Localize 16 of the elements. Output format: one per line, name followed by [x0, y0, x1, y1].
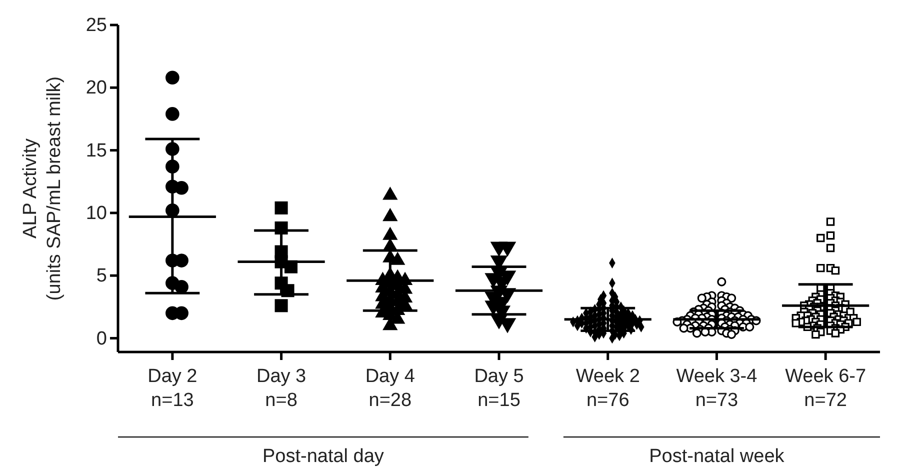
- x-tick-label: Week 2 n=76: [576, 366, 640, 411]
- y-tick-label: 5: [96, 266, 107, 287]
- x-tick-label: Day 3 n=8: [256, 366, 306, 411]
- y-tick-label: 15: [86, 140, 107, 162]
- y-tick-label: 0: [96, 328, 107, 350]
- x-tick-label: Week 3-4 n=73: [676, 366, 758, 411]
- x-tick-label: Day 5 n=15: [474, 366, 524, 411]
- x-tick-label: Day 2 n=13: [148, 366, 198, 411]
- text: Post-natal week: [649, 446, 785, 467]
- y-axis-title: ALP Activity (units SAP/mL breast milk): [20, 76, 65, 301]
- y-tick-label: 20: [86, 78, 107, 99]
- text: Post-natal day: [262, 446, 384, 467]
- y-tick-label: 10: [86, 203, 107, 224]
- x-tick-label: Week 6-7 n=72: [785, 366, 866, 411]
- x-tick-label: Day 4 n=28: [365, 366, 416, 411]
- y-tick-label: 25: [86, 15, 107, 36]
